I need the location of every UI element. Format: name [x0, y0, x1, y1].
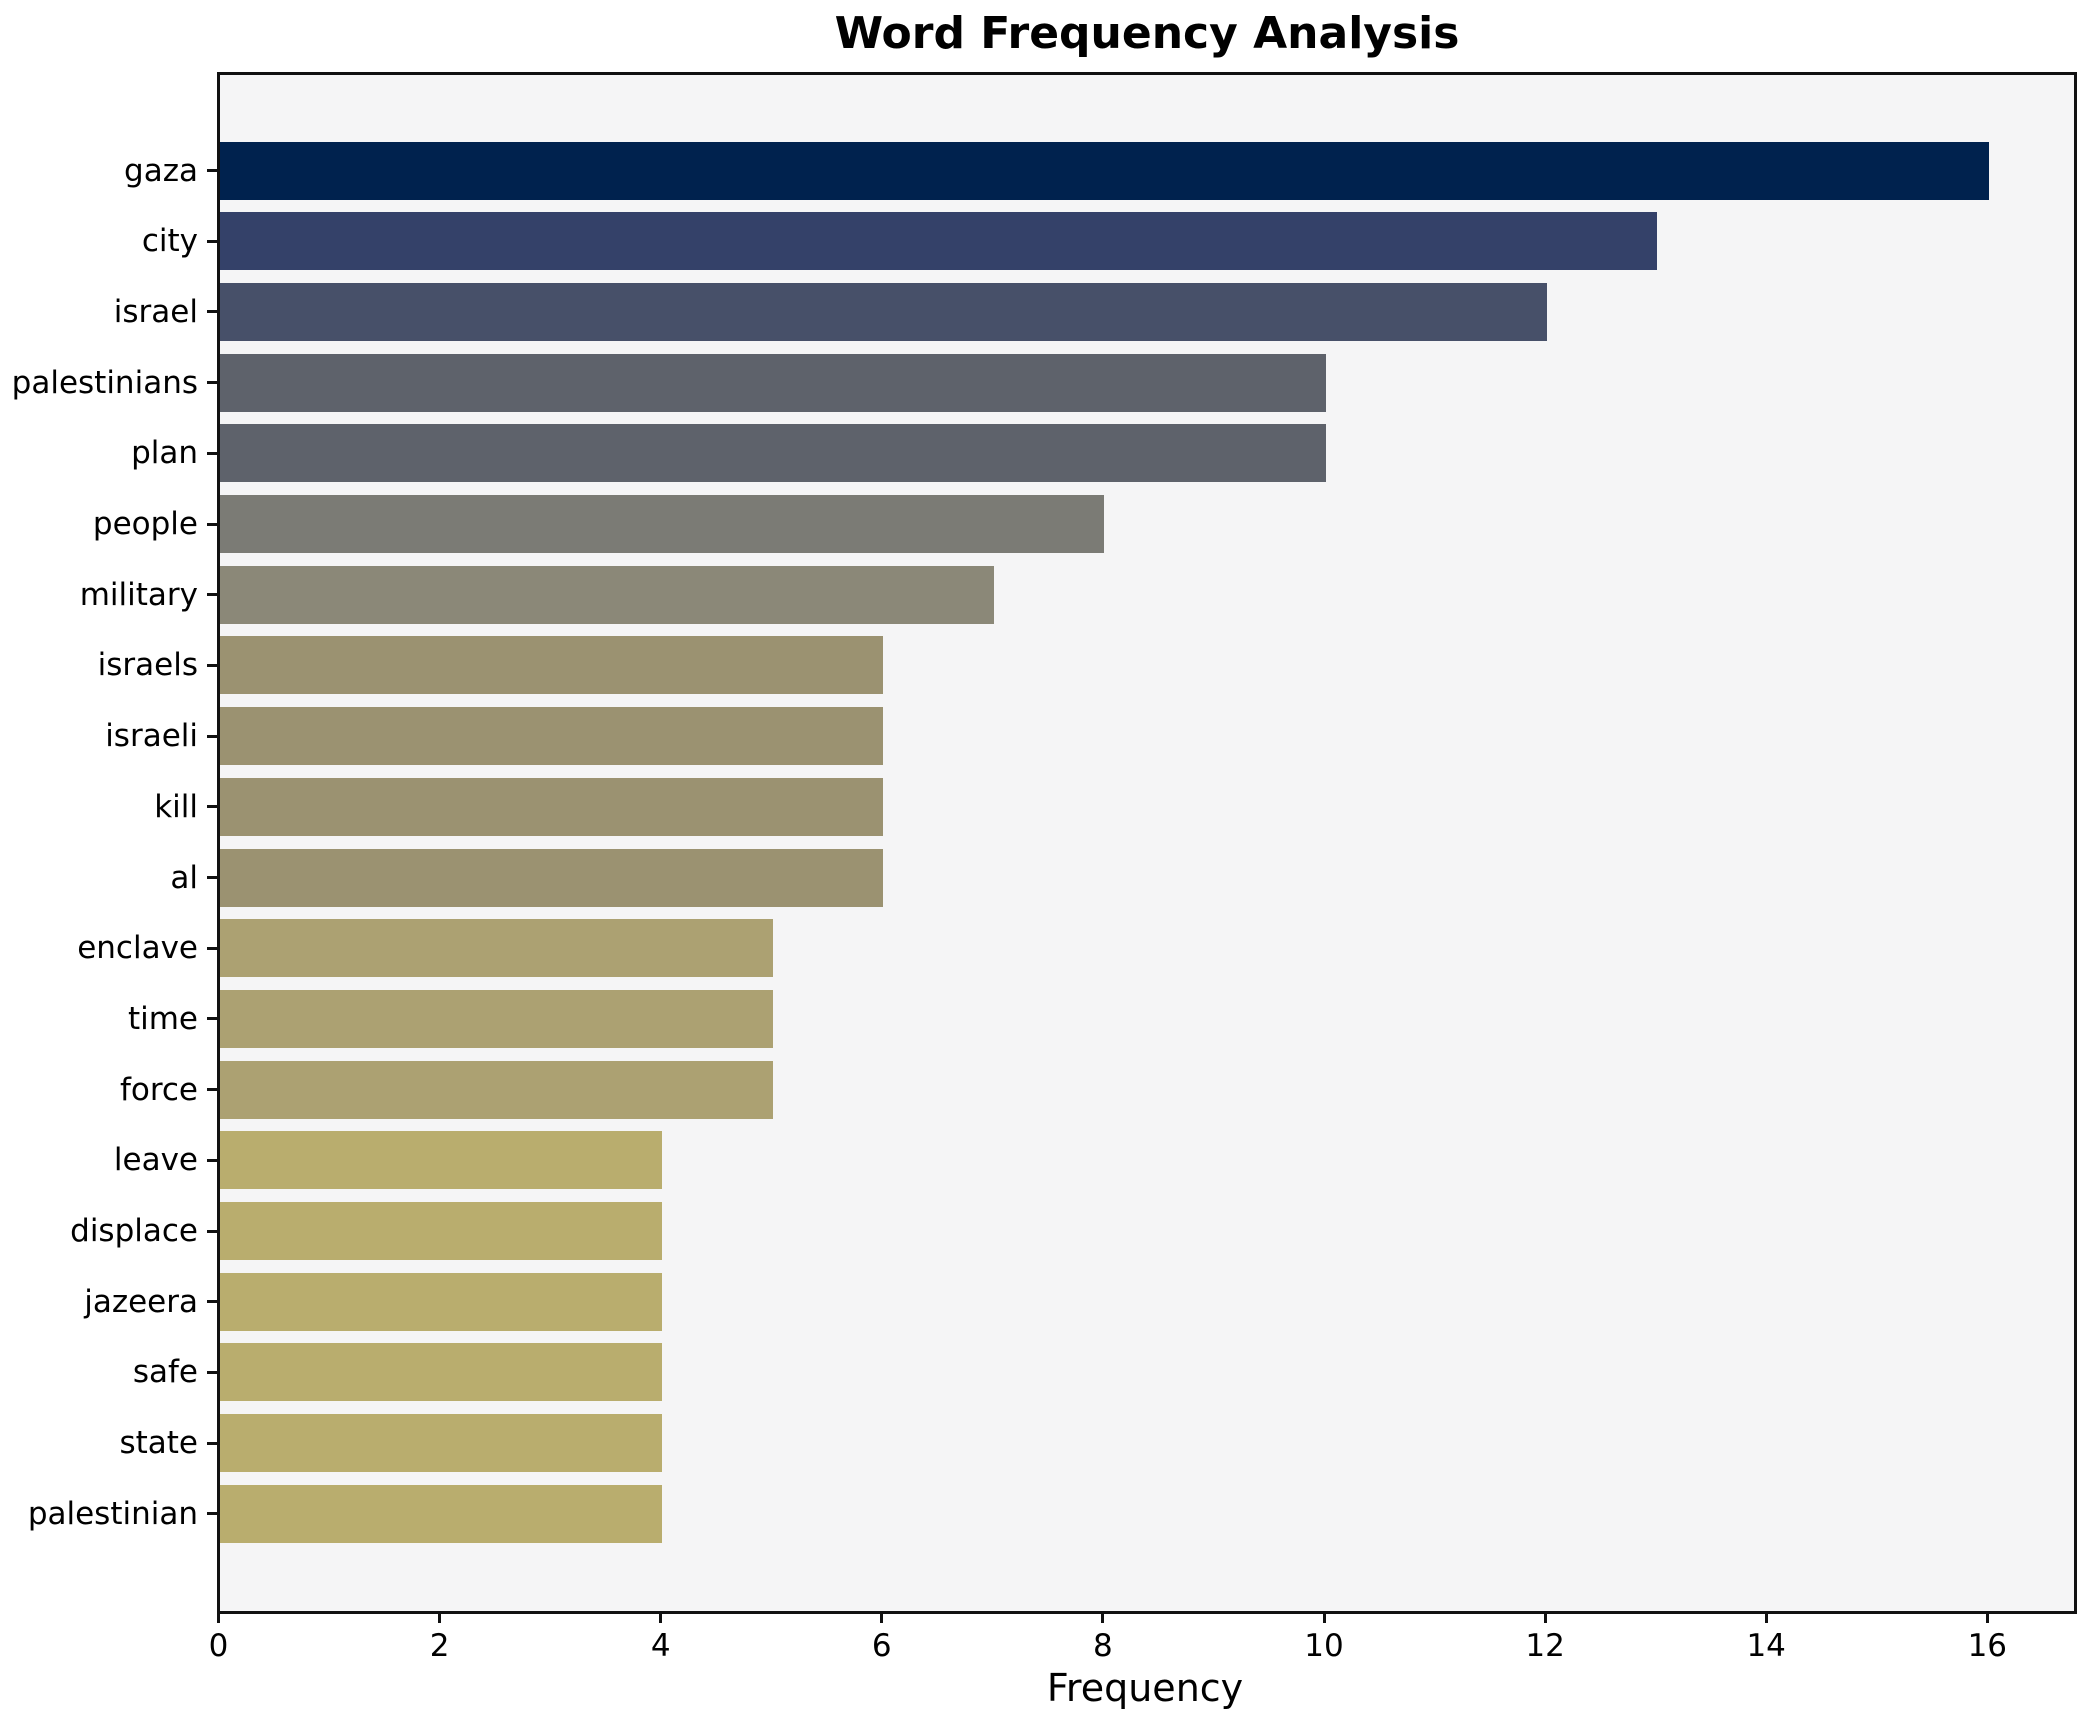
- y-axis-label-kill: kill: [154, 788, 198, 825]
- y-tick-mark: [207, 805, 217, 809]
- x-tick-mark: [880, 1614, 884, 1623]
- y-tick-mark: [207, 1300, 217, 1304]
- y-tick-mark: [207, 1158, 217, 1162]
- bar-palestinians: [220, 353, 1326, 412]
- y-axis-label-al: al: [170, 859, 198, 896]
- y-axis-label-gaza: gaza: [124, 152, 198, 189]
- y-tick-mark: [207, 169, 217, 172]
- y-axis-label-enclave: enclave: [77, 930, 198, 967]
- y-axis-label-state: state: [119, 1425, 198, 1462]
- y-axis-label-force: force: [119, 1071, 198, 1108]
- y-tick-mark: [207, 1370, 217, 1374]
- bar-israels: [220, 636, 884, 695]
- bar-state: [220, 1414, 663, 1473]
- y-axis-label-military: military: [79, 576, 198, 613]
- x-tick-label-10: 10: [1304, 1628, 1344, 1664]
- y-axis-label-people: people: [92, 506, 198, 542]
- bar-city: [220, 212, 1658, 271]
- y-tick-mark: [207, 1512, 217, 1516]
- y-axis-label-palestinians: palestinians: [11, 364, 198, 401]
- bar-people: [220, 495, 1105, 553]
- x-tick-label-4: 4: [650, 1628, 671, 1664]
- x-tick-mark: [1543, 1614, 1547, 1623]
- y-tick-mark: [207, 1441, 217, 1445]
- bar-kill: [220, 777, 884, 836]
- bar-force: [220, 1060, 773, 1119]
- bar-military: [220, 565, 994, 624]
- y-tick-mark: [207, 1229, 217, 1233]
- bar-time: [220, 989, 773, 1048]
- y-axis-label-israels: israels: [97, 647, 198, 684]
- x-tick-mark: [438, 1614, 442, 1623]
- y-tick-mark: [207, 946, 217, 950]
- x-tick-mark: [1322, 1614, 1326, 1623]
- y-axis-label-palestinian: palestinian: [27, 1495, 198, 1532]
- y-tick-mark: [207, 522, 217, 526]
- x-tick-label-12: 12: [1525, 1628, 1565, 1664]
- y-tick-mark: [207, 239, 217, 243]
- x-tick-label-14: 14: [1746, 1628, 1786, 1664]
- x-axis-title: Frequency: [1046, 1666, 1244, 1710]
- x-tick-label-8: 8: [1093, 1628, 1113, 1664]
- y-axis-label-israel: israel: [113, 293, 198, 330]
- y-tick-mark: [207, 663, 217, 667]
- y-tick-mark: [207, 734, 217, 738]
- y-axis-label-displace: displace: [70, 1213, 198, 1249]
- x-tick-mark: [217, 1614, 220, 1623]
- bars-layer: [220, 75, 2074, 1611]
- bar-palestinian: [220, 1484, 663, 1543]
- y-axis-label-israeli: israeli: [105, 718, 198, 755]
- bar-gaza: [220, 141, 1989, 200]
- bar-plan: [220, 424, 1326, 483]
- x-tick-label-2: 2: [429, 1628, 450, 1664]
- bar-safe: [220, 1343, 663, 1402]
- y-tick-mark: [207, 310, 217, 314]
- x-tick-label-0: 0: [208, 1628, 229, 1664]
- bar-jazeera: [220, 1272, 663, 1331]
- bar-israeli: [220, 707, 884, 766]
- y-axis-label-plan: plan: [131, 435, 198, 472]
- y-tick-mark: [207, 1017, 217, 1021]
- bar-displace: [220, 1202, 663, 1260]
- x-tick-label-16: 16: [1967, 1628, 2008, 1664]
- y-tick-mark: [207, 451, 217, 455]
- y-tick-mark: [207, 381, 217, 385]
- y-tick-mark: [207, 876, 217, 879]
- bar-al: [220, 848, 884, 907]
- y-axis-label-time: time: [127, 1000, 198, 1037]
- y-tick-mark: [207, 1088, 217, 1092]
- x-tick-mark: [1985, 1614, 1989, 1623]
- y-axis-label-jazeera: jazeera: [84, 1283, 198, 1320]
- bar-israel: [220, 282, 1547, 341]
- bar-enclave: [220, 919, 773, 978]
- y-axis-label-city: city: [141, 223, 198, 260]
- y-axis-label-safe: safe: [132, 1354, 198, 1391]
- y-axis-label-leave: leave: [113, 1142, 198, 1179]
- y-tick-mark: [207, 593, 217, 597]
- plot-area: [217, 72, 2077, 1614]
- bar-leave: [220, 1131, 663, 1190]
- chart-title: Word Frequency Analysis: [834, 8, 1460, 59]
- x-tick-mark: [659, 1614, 663, 1623]
- x-tick-mark: [1101, 1614, 1105, 1623]
- x-tick-mark: [1764, 1614, 1768, 1623]
- x-tick-label-6: 6: [871, 1628, 892, 1664]
